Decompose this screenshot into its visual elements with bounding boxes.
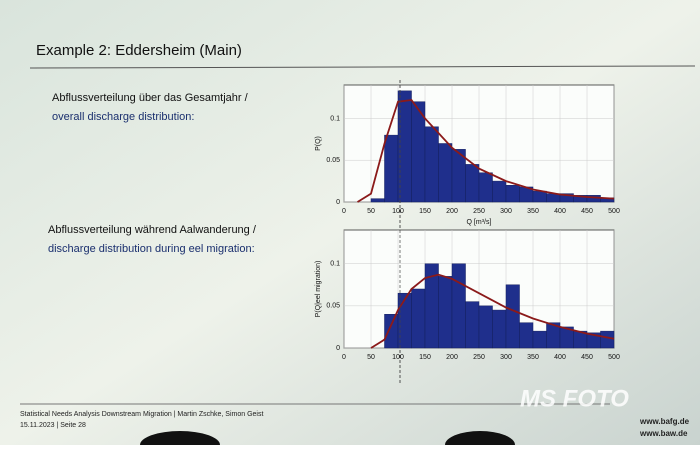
text: discharge distribution during eel migrat… — [48, 243, 255, 255]
text: Abflussverteilung über das Gesamtjahr / — [52, 92, 249, 104]
x-tick-label: 50 — [367, 354, 375, 361]
x-tick-label: 250 — [473, 208, 485, 215]
y-tick-label: 0.1 — [330, 261, 340, 268]
bar — [438, 143, 453, 203]
fit-curve — [357, 99, 615, 203]
text: overall discharge distribution: — [52, 111, 194, 123]
y-axis-label: P(Q|eel migration) — [315, 261, 322, 318]
x-tick-label: 100 — [392, 354, 404, 361]
x-tick-label: 300 — [500, 354, 512, 361]
bar — [505, 185, 520, 203]
x-axis-label: Q [m³/s] — [467, 219, 492, 226]
bar — [532, 190, 547, 203]
x-tick-label: 200 — [446, 208, 458, 215]
footer: Statistical Needs Analysis Downstream Mi… — [20, 411, 263, 418]
bar — [438, 276, 453, 349]
x-tick-label: 450 — [581, 208, 593, 215]
x-tick-label: 250 — [473, 354, 485, 361]
x-tick-label: 500 — [608, 354, 620, 361]
x-tick-label: 0 — [342, 354, 346, 361]
x-tick-label: 400 — [554, 354, 566, 361]
bar — [424, 126, 439, 203]
y-tick-label: 0 — [336, 199, 340, 206]
fit-curve — [370, 273, 615, 349]
x-tick-label: 50 — [367, 208, 375, 215]
y-tick-label: 0 — [336, 345, 340, 352]
y-tick-label: 0.05 — [326, 303, 340, 310]
bar — [478, 172, 493, 203]
x-tick-label: 400 — [554, 208, 566, 215]
bar — [411, 288, 426, 349]
bar — [600, 330, 615, 349]
slide-title: Example 2: Eddersheim (Main) — [36, 42, 242, 59]
text: Abflussverteilung während Aalwanderung / — [48, 224, 257, 236]
x-tick-label: 500 — [608, 208, 620, 215]
bar — [465, 301, 480, 349]
x-tick-label: 150 — [419, 354, 431, 361]
bar — [492, 309, 507, 349]
watermark: MS FOTO — [520, 385, 629, 412]
x-tick-label: 200 — [446, 354, 458, 361]
bar — [384, 134, 399, 203]
bar — [370, 198, 385, 203]
x-tick-label: 350 — [527, 354, 539, 361]
bar — [492, 180, 507, 203]
y-axis-label: P(Q) — [315, 136, 322, 151]
bar — [384, 314, 399, 349]
bar — [478, 305, 493, 349]
x-tick-label: 300 — [500, 208, 512, 215]
link: www.baw.de — [639, 429, 688, 438]
title-rule — [29, 65, 696, 69]
bar — [451, 263, 466, 349]
x-tick-label: 0 — [342, 208, 346, 215]
x-tick-label: 450 — [581, 354, 593, 361]
bar — [519, 322, 534, 349]
x-tick-label: 100 — [392, 208, 404, 215]
x-tick-label: 350 — [527, 208, 539, 215]
footer: 15.11.2023 | Seite 28 — [20, 422, 86, 429]
y-tick-label: 0.05 — [326, 157, 340, 164]
bar — [465, 164, 480, 203]
link: www.bafg.de — [639, 417, 690, 426]
y-tick-label: 0.1 — [330, 115, 340, 122]
bar — [532, 330, 547, 349]
bar — [505, 284, 520, 349]
x-tick-label: 150 — [419, 208, 431, 215]
